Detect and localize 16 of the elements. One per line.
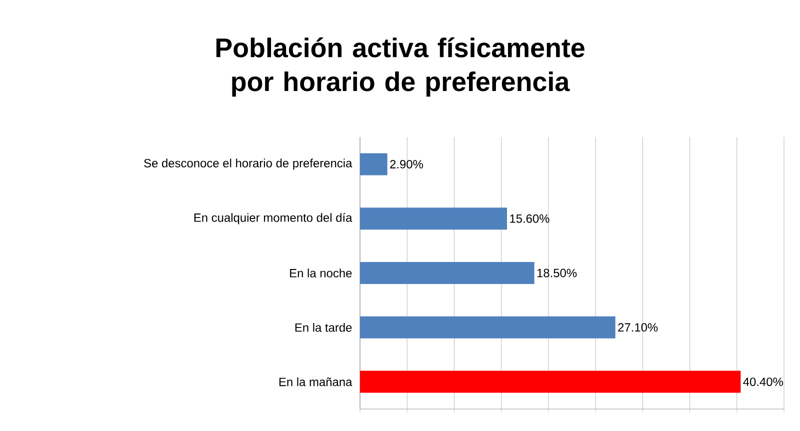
bar bbox=[360, 208, 507, 230]
y-tick-label: En la mañana bbox=[279, 377, 352, 386]
y-tick-label: En la noche bbox=[290, 268, 352, 278]
bar bbox=[360, 262, 534, 284]
data-label: 40.40% bbox=[743, 378, 783, 386]
data-label: 15.60% bbox=[510, 214, 550, 223]
y-tick-label: En la tarde bbox=[295, 323, 352, 332]
data-label: 2.90% bbox=[390, 160, 423, 168]
bar bbox=[360, 370, 741, 393]
bar bbox=[360, 316, 616, 338]
data-label: 18.50% bbox=[537, 268, 577, 278]
data-label: 27.10% bbox=[618, 323, 658, 332]
y-tick-label: Se desconoce el horario de preferencia bbox=[144, 158, 352, 170]
bar bbox=[360, 153, 388, 176]
y-tick-label: En cualquier momento del día bbox=[194, 212, 352, 224]
chart-title: Población activa físicamente por horario de preferencia bbox=[216, 37, 584, 97]
